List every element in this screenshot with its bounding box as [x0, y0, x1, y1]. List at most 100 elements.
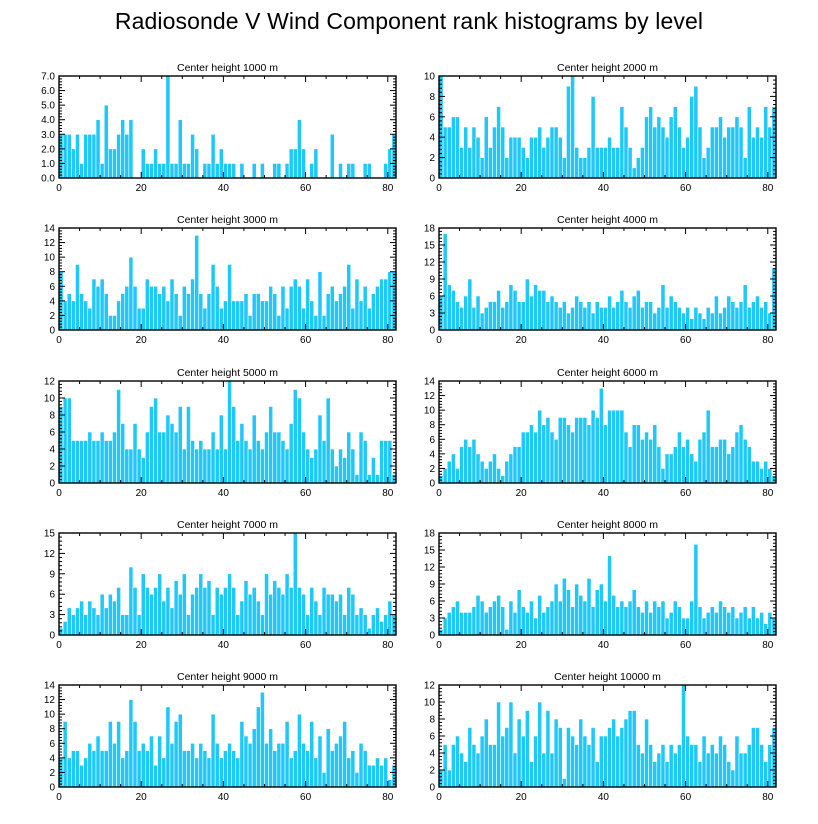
rank-histogram-panel: Center height 4000 m 0 3 6 9 12 15 18 0 20 40 60 80: [424, 214, 777, 346]
histogram-bar: [533, 617, 538, 636]
histogram-bar: [537, 290, 543, 331]
histogram-bar: [660, 600, 666, 636]
y-tick-label: 12: [424, 391, 436, 402]
histogram-bar: [594, 301, 600, 331]
histogram-bar: [504, 301, 510, 331]
histogram-bar: [83, 300, 89, 331]
histogram-bar: [264, 573, 269, 636]
histogram-bar: [153, 587, 158, 636]
histogram-bar: [268, 285, 274, 331]
histogram-bar: [153, 148, 158, 179]
histogram-bar: [157, 735, 163, 788]
histogram-bar: [350, 163, 356, 179]
histogram-bar: [529, 295, 534, 331]
histogram-bar: [338, 293, 343, 331]
histogram-bar: [496, 468, 501, 484]
histogram-bar: [500, 126, 506, 179]
histogram-bar: [346, 264, 352, 331]
histogram-bar: [582, 307, 588, 331]
histogram-bar: [214, 742, 220, 788]
histogram-bar: [479, 600, 485, 636]
histogram-bar: [557, 136, 563, 179]
histogram-bar: [334, 742, 339, 788]
histogram-bar: [169, 607, 175, 636]
histogram-bar: [693, 307, 699, 331]
histogram-bar: [75, 440, 80, 484]
histogram-bar: [751, 136, 756, 179]
histogram-bar: [451, 290, 456, 331]
y-tick-label: 8: [49, 411, 55, 422]
histogram-bar: [541, 147, 547, 179]
histogram-bar: [260, 163, 265, 179]
histogram-bar: [759, 744, 764, 788]
histogram-bar: [611, 595, 617, 636]
histogram-bar: [157, 431, 163, 484]
x-tick-label: 20: [516, 792, 528, 803]
histogram-bar: [190, 440, 195, 484]
histogram-bar: [309, 300, 315, 331]
histogram-bar: [730, 606, 736, 636]
histogram-bar: [366, 764, 372, 788]
histogram-bar: [545, 710, 551, 788]
histogram-bar: [83, 133, 89, 179]
histogram-bar: [471, 126, 477, 179]
histogram-bar: [120, 293, 126, 331]
rank-histogram-panel: Center height 9000 m 0 2 4 6 8 10 12 14 0 20 40 60 80: [44, 671, 397, 803]
histogram-bar: [116, 721, 121, 788]
histogram-bar: [463, 126, 469, 179]
histogram-bar: [767, 312, 773, 331]
histogram-bar: [375, 474, 380, 484]
histogram-bar: [730, 126, 736, 179]
histogram-bar: [120, 119, 126, 179]
histogram-bar: [644, 431, 649, 484]
histogram-bar: [161, 285, 167, 331]
histogram-bar: [99, 278, 105, 331]
histogram-bar: [173, 721, 179, 788]
histogram-bar: [371, 293, 376, 331]
histogram-bar: [615, 147, 621, 179]
histogram-bar: [206, 757, 212, 788]
histogram-bar: [251, 293, 257, 331]
histogram-bar: [623, 301, 629, 331]
y-tick-label: 6: [49, 739, 55, 750]
histogram-bar: [722, 606, 727, 636]
histogram-bar: [611, 718, 617, 788]
histogram-bar: [99, 431, 105, 484]
histogram-bar: [214, 163, 220, 179]
histogram-bar: [508, 701, 514, 788]
histogram-bar: [619, 600, 625, 636]
histogram-bar: [387, 600, 393, 636]
histogram-bar: [186, 614, 191, 636]
histogram-bar: [689, 96, 695, 179]
histogram-bar: [223, 750, 228, 788]
histogram-bar: [504, 460, 510, 484]
histogram-bar: [586, 424, 592, 484]
histogram-bar: [586, 578, 592, 636]
histogram-bar: [202, 307, 208, 331]
histogram-bar: [561, 301, 567, 331]
histogram-bar: [512, 752, 518, 788]
panel-title: Center height 9000 m: [177, 671, 278, 683]
histogram-bar: [746, 744, 752, 788]
histogram-bar: [276, 587, 282, 636]
histogram-bar: [722, 136, 727, 179]
histogram-bar: [317, 614, 323, 636]
y-tick-label: 3: [429, 309, 435, 320]
histogram-bar: [329, 285, 335, 331]
histogram-bar: [459, 612, 464, 636]
histogram-bar: [611, 147, 617, 179]
histogram-bar: [112, 742, 117, 788]
histogram-bar: [648, 744, 654, 788]
histogram-bar: [459, 752, 464, 788]
histogram-bar: [738, 126, 744, 179]
histogram-bar: [463, 612, 469, 636]
x-tick-label: 80: [762, 792, 774, 803]
y-tick-label: 4: [429, 749, 435, 760]
histogram-bar: [467, 727, 473, 788]
histogram-bar: [537, 701, 543, 788]
histogram-bar: [338, 735, 343, 788]
histogram-bar: [227, 163, 232, 179]
histogram-bar: [640, 307, 645, 331]
histogram-bar: [697, 606, 703, 636]
histogram-bar: [309, 163, 315, 179]
